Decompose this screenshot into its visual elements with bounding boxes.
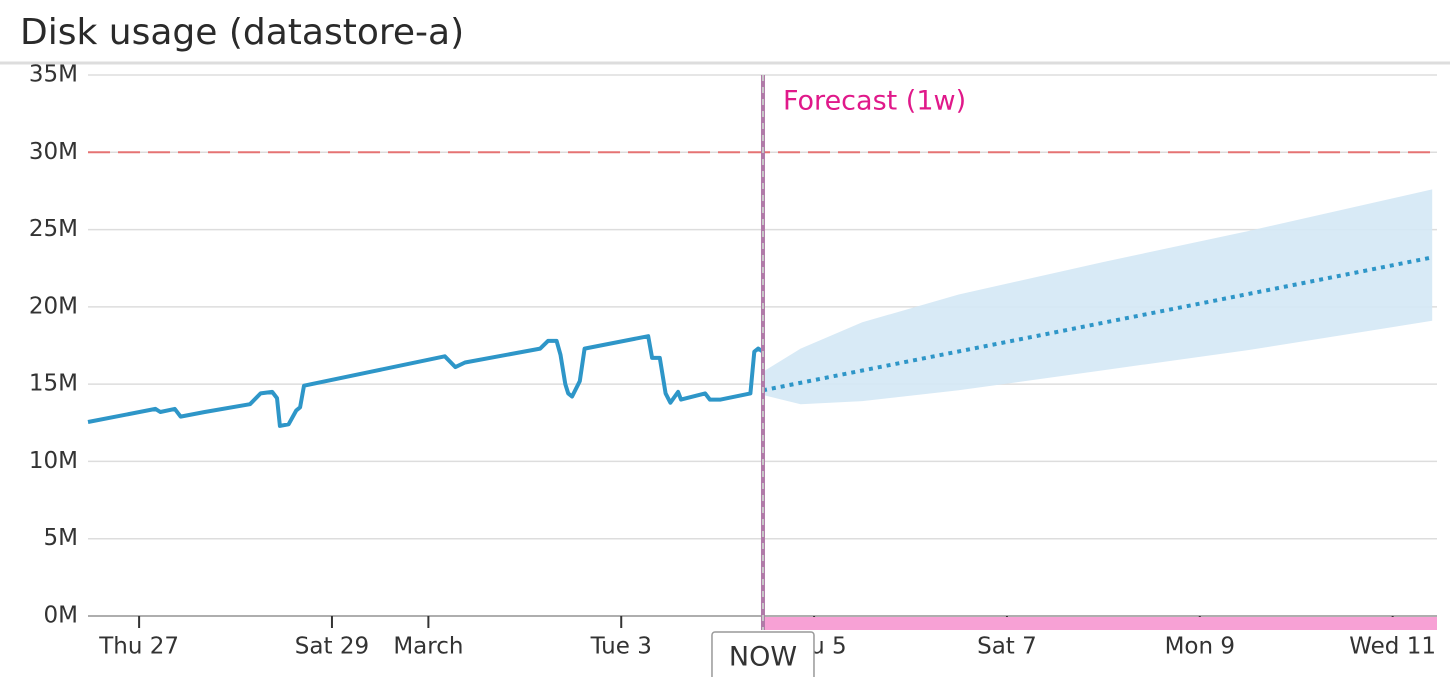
forecast-line — [762, 255, 1433, 393]
chart-title: Disk usage (datastore-a) — [20, 12, 464, 53]
x-tick-label: Mon 9 — [1165, 634, 1235, 660]
forecast-annotation: Forecast (1w) — [783, 86, 966, 117]
y-tick-label: 30M — [29, 139, 78, 165]
y-tick-label: 15M — [29, 371, 78, 397]
now-label-box — [711, 631, 815, 677]
history-line — [87, 334, 765, 428]
x-tick-label: Thu 27 — [98, 634, 179, 660]
y-tick-label: 35M — [29, 62, 78, 88]
x-tick-label: Wed 11 — [1349, 634, 1436, 660]
forecast-band — [763, 189, 1433, 405]
x-tick-label: Sat 7 — [977, 634, 1037, 660]
y-tick-label: 20M — [29, 293, 78, 319]
forecast-period-bar — [762, 617, 1437, 630]
now-label: NOW — [729, 642, 797, 673]
x-tick-label: Sat 29 — [295, 634, 369, 660]
y-tick-label: 25M — [29, 216, 78, 242]
x-tick-label: Tue 3 — [590, 634, 652, 660]
y-tick-label: 5M — [44, 525, 78, 551]
x-tick-label: March — [393, 634, 463, 660]
y-tick-label: 0M — [44, 603, 78, 629]
y-tick-label: 10M — [29, 448, 78, 474]
